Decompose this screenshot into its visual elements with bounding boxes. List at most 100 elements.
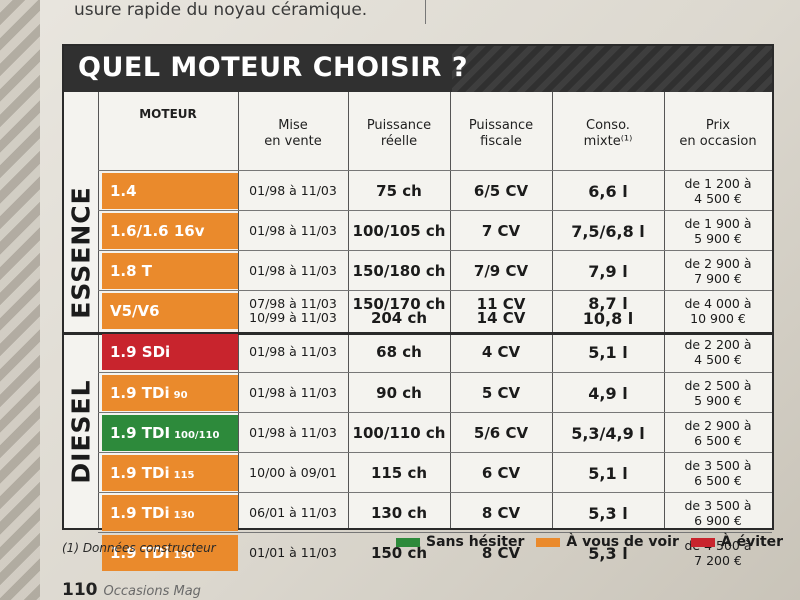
magazine-name: Occasions Mag: [103, 584, 201, 599]
price-cell: de 1 900 à 5 900 €: [684, 216, 752, 246]
engine-model-cell: 1.8 T: [102, 253, 238, 289]
header-puissance-reelle: Puissance réelle: [366, 118, 432, 149]
consumption-cell: 7,5/6,8 l: [571, 221, 645, 241]
launch-date-cell: 01/98 à 11/03: [249, 183, 337, 198]
engine-model-cell: 1.9 SDi: [102, 334, 238, 370]
header-prix-occasion: Prix en occasion: [679, 118, 757, 149]
launch-date-cell: 06/01 à 11/03: [249, 505, 337, 520]
price-cell: de 4 000 à 10 900 €: [684, 296, 752, 326]
page-number: 110: [62, 580, 98, 600]
fiscal-power-cell: 5/6 CV: [473, 424, 529, 442]
power-cell: 150/180 ch: [352, 262, 446, 280]
footnote: (1) Données constructeur: [62, 541, 216, 555]
section-label-diesel: DIESEL: [66, 378, 96, 484]
consumption-cell: 8,7 l 10,8 l: [582, 294, 634, 328]
table-row: 1.8 T 01/98 à 11/03 150/180 ch 7/9 CV 7,9 l d…: [98, 250, 772, 290]
engine-model-cell: 1.9 TDi 130: [102, 495, 238, 531]
fiscal-power-cell: 8 CV: [481, 504, 521, 522]
legend-label-a-eviter: À éviter: [720, 534, 784, 550]
fiscal-power-cell: 7/9 CV: [473, 262, 529, 280]
price-cell: de 2 200 à 4 500 €: [684, 337, 752, 367]
table-row: 1.9 TDi 115 10/00 à 09/01 115 ch 6 CV 5,1 l de…: [98, 452, 772, 492]
engine-model-name: 1.6/1.6 16v: [110, 222, 205, 240]
legend-swatch-orange: [536, 537, 561, 547]
engine-model-cell: 1.9 TDi 150: [102, 535, 238, 571]
power-cell: 150 ch: [370, 544, 428, 562]
power-cell: 68 ch: [376, 343, 422, 361]
fiscal-power-cell: 6/5 CV: [473, 182, 529, 200]
legend: Sans hésiter À vous de voir À éviter: [396, 534, 783, 550]
power-cell: 100/105 ch: [352, 222, 446, 240]
price-cell: de 1 200 à 4 500 €: [684, 176, 752, 206]
power-cell: 115 ch: [370, 464, 428, 482]
consumption-cell: 7,9 l: [588, 261, 628, 281]
engine-model-name: 1.9 SDi: [110, 343, 171, 361]
engine-model-name: 1.9 TDi: [110, 504, 170, 522]
legend-swatch-green: [396, 537, 420, 547]
fiscal-power-cell: 8 CV: [481, 544, 521, 562]
launch-date-cell: 01/98 à 11/03: [249, 385, 337, 400]
launch-date-cell: 01/98 à 11/03: [249, 344, 337, 359]
launch-date-cell: 01/98 à 11/03: [249, 425, 337, 440]
intro-text: usure rapide du noyau céramique.: [74, 0, 368, 20]
table-row: 1.4 01/98 à 11/03 75 ch 6/5 CV 6,6 l de 1 200…: [98, 170, 772, 210]
section-divider: [64, 332, 772, 335]
engine-model-name: 1.9 TDi: [110, 384, 170, 402]
price-cell: de 2 900 à 6 500 €: [684, 418, 752, 448]
engine-model-suffix: 115: [173, 470, 195, 481]
consumption-cell: 5,1 l: [588, 342, 628, 362]
consumption-cell: 5,3 l: [588, 543, 628, 563]
engine-model-cell: 1.4: [102, 173, 238, 209]
page-footer: 110 Occasions Mag: [62, 580, 201, 600]
engine-model-suffix: 100/110: [174, 430, 220, 441]
table-row: 1.9 TDi 90 01/98 à 11/03 90 ch 5 CV 4,9 l de 2…: [98, 372, 772, 412]
price-cell: de 3 500 à 6 500 €: [684, 458, 752, 488]
legend-label-sans-hesiter: Sans hésiter: [426, 534, 525, 550]
legend-swatch-red: [690, 537, 715, 547]
engine-model-cell: 1.9 TDI 100/110: [102, 415, 238, 451]
power-cell: 130 ch: [370, 504, 428, 522]
table-row: 1.6/1.6 16v 01/98 à 11/03 100/105 ch 7 CV 7,…: [98, 210, 772, 250]
engine-model-name: 1.9 TDi: [110, 464, 170, 482]
header-mise-en-vente: Mise en vente: [264, 118, 322, 149]
price-cell: de 2 500 à 5 900 €: [684, 378, 752, 408]
engine-model-name: 1.4: [110, 182, 137, 200]
consumption-cell: 5,1 l: [588, 463, 628, 483]
engine-table: QUEL MOTEUR CHOISIR ? MOTEUR Mise en ven…: [62, 44, 774, 571]
header-moteur: MOTEUR: [139, 107, 197, 121]
launch-date-cell: 01/98 à 11/03: [249, 263, 337, 278]
engine-model-suffix: 150: [173, 550, 195, 561]
launch-date-cell: 01/98 à 11/03: [249, 223, 337, 238]
fiscal-power-cell: 7 CV: [481, 222, 521, 240]
fiscal-power-cell: 11 CV 14 CV: [476, 295, 526, 327]
price-cell: de 2 900 à 7 900 €: [684, 256, 752, 286]
consumption-cell: 5,3/4,9 l: [571, 423, 645, 443]
engine-model-suffix: 130: [173, 510, 195, 521]
engine-model-cell: V5/V6: [102, 293, 238, 329]
power-cell: 90 ch: [376, 384, 422, 402]
engine-model-name: 1.9 TDI: [110, 424, 171, 442]
table-row: 1.9 TDI 100/110 01/98 à 11/03 100/110 ch 5/6…: [98, 412, 772, 452]
header-conso-mixte: Conso. mixte⁽¹⁾: [583, 118, 633, 149]
price-cell: de 3 500 à 6 900 €: [684, 498, 752, 528]
column-rule: [425, 0, 426, 24]
legend-label-a-vous-de-voir: À vous de voir: [566, 534, 679, 550]
engine-model-name: 1.9 TDi: [110, 544, 170, 562]
engine-model-name: V5/V6: [110, 302, 160, 320]
consumption-cell: 4,9 l: [588, 383, 628, 403]
decorative-stripes: [0, 0, 40, 600]
launch-date-cell: 07/98 à 11/03 10/99 à 11/03: [249, 296, 337, 325]
header-puissance-fiscale: Puissance fiscale: [468, 118, 534, 149]
engine-model-cell: 1.6/1.6 16v: [102, 213, 238, 249]
table-row: 1.9 SDi 01/98 à 11/03 68 ch 4 CV 5,1 l de 2 2…: [98, 332, 772, 372]
engine-model-suffix: 90: [173, 390, 188, 401]
power-cell: 150/170 ch 204 ch: [352, 295, 446, 327]
section-label-essence: ESSENCE: [66, 185, 96, 319]
table-title-bar: QUEL MOTEUR CHOISIR ?: [64, 46, 772, 92]
fiscal-power-cell: 6 CV: [481, 464, 521, 482]
table-row: V5/V6 07/98 à 11/03 10/99 à 11/03 150/170 …: [98, 290, 772, 330]
launch-date-cell: 10/00 à 09/01: [249, 465, 337, 480]
consumption-cell: 5,3 l: [588, 503, 628, 523]
